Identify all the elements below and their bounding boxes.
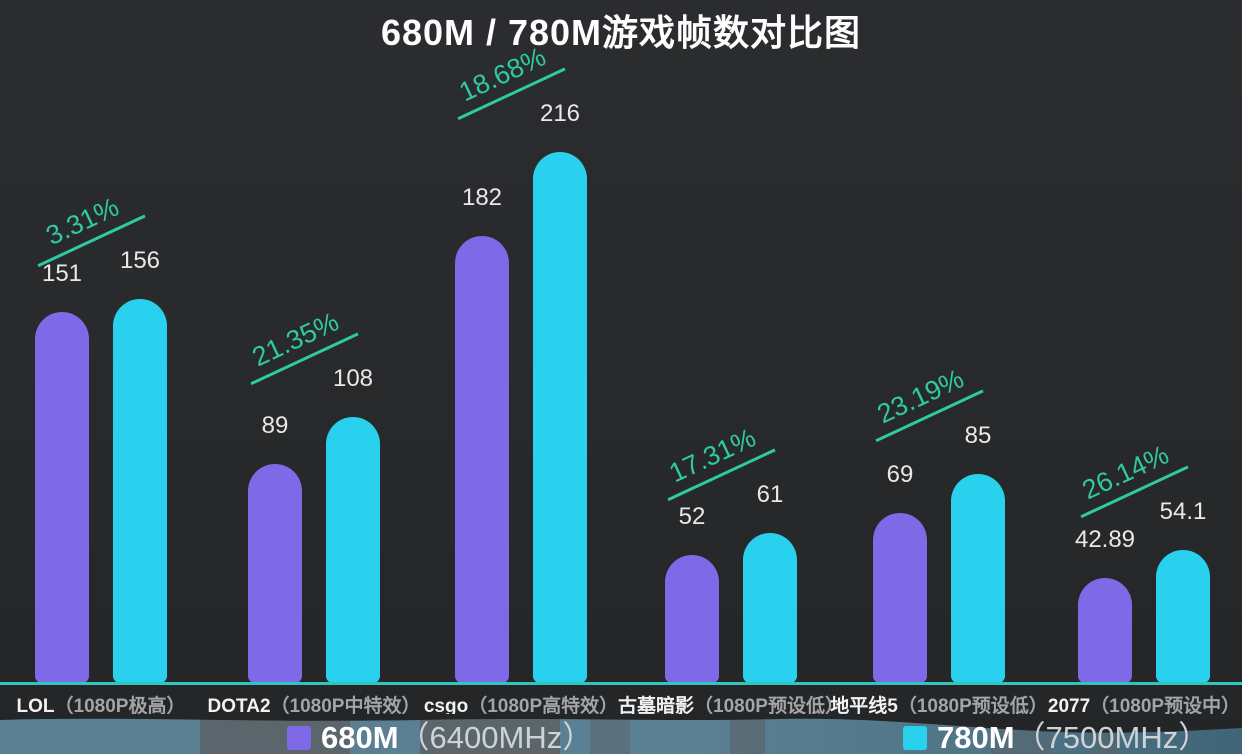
category-game-name: 2077: [1047, 696, 1091, 717]
value-label-780m: 61: [756, 481, 784, 508]
value-label-680m: 182: [461, 184, 503, 211]
value-label-780m: 85: [964, 422, 992, 449]
category-game-name: LOL: [16, 696, 55, 717]
value-label-680m: 52: [678, 503, 706, 530]
legend-label: 680M: [321, 720, 399, 754]
legend-swatch-icon: [287, 726, 311, 750]
bar-780m: [743, 533, 797, 683]
legend: 680M （6400MHz） 780M （7500MHz）: [0, 722, 1242, 754]
bar-680m: [1078, 578, 1132, 683]
bar-780m: [533, 152, 587, 683]
chart-bottom-wave: [0, 714, 1242, 733]
bar-680m: [455, 236, 509, 683]
category-setting: （1080P预设低）: [694, 696, 844, 717]
category-label: 地平线5（1080P预设低）: [809, 691, 1069, 718]
value-label-680m: 151: [41, 260, 83, 287]
bar-780m: [1156, 550, 1210, 683]
value-label-780m: 54.1: [1159, 498, 1207, 525]
category-label: csgo（1080P高特效）: [391, 691, 651, 718]
value-label-780m: 156: [119, 247, 161, 274]
category-setting: （1080P高特效）: [468, 696, 619, 717]
bar-780m: [113, 299, 167, 683]
category-setting: （1080P预设低）: [897, 696, 1048, 717]
category-setting: （1080P中特效）: [270, 696, 421, 717]
bar-780m: [326, 417, 380, 683]
category-setting: （1080P预设中）: [1090, 696, 1241, 717]
value-label-680m: 42.89: [1074, 526, 1136, 553]
bar-680m: [665, 555, 719, 683]
baseline: [0, 682, 1242, 685]
legend-swatch-icon: [903, 726, 927, 750]
strip-band: [200, 716, 350, 754]
value-label-680m: 89: [261, 412, 289, 439]
bar-680m: [35, 312, 89, 683]
bar-680m: [248, 464, 302, 683]
legend-item: 680M （6400MHz）: [287, 722, 593, 754]
legend-label: 780M: [937, 720, 1015, 754]
bar-680m: [873, 513, 927, 683]
category-label: DOTA2（1080P中特效）: [184, 691, 444, 718]
bar-780m: [951, 474, 1005, 683]
legend-detail: （7500MHz）: [1014, 720, 1210, 754]
category-label: 古墓暗影（1080P预设低）: [601, 691, 861, 718]
category-game-name: csgo: [423, 696, 469, 717]
value-label-780m: 216: [539, 100, 581, 127]
strip-band: [730, 716, 765, 754]
value-label-780m: 108: [332, 365, 374, 392]
strip-band: [420, 716, 560, 754]
legend-detail: （6400MHz）: [398, 720, 594, 754]
legend-item: 780M （7500MHz）: [903, 722, 1209, 754]
category-game-name: DOTA2: [207, 696, 271, 717]
category-label: LOL（1080P极高）: [0, 691, 231, 718]
category-setting: （1080P极高）: [54, 696, 186, 717]
category-game-name: 古墓暗影: [618, 696, 695, 717]
value-label-680m: 69: [886, 461, 914, 488]
category-game-name: 地平线5: [830, 696, 898, 717]
strip-band: [590, 716, 630, 754]
category-label: 2077（1080P预设中）: [1014, 691, 1242, 718]
chart-title: 680M / 780M游戏帧数对比图: [380, 12, 862, 53]
